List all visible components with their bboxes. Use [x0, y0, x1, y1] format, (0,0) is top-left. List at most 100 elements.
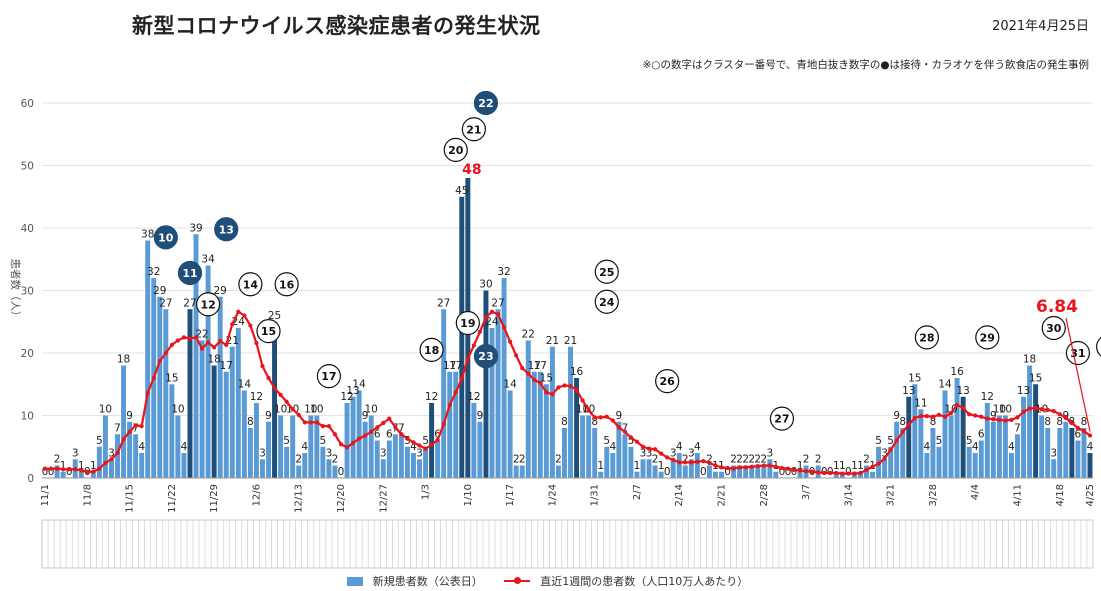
line-point	[363, 433, 368, 438]
bar	[169, 384, 175, 478]
bar	[900, 428, 906, 478]
line-point	[942, 414, 948, 419]
bar-value-label: 9	[477, 410, 484, 422]
cluster-circle	[594, 289, 619, 314]
bar-value-label: 1	[60, 460, 67, 472]
line-point	[447, 402, 452, 407]
bar-value-label: 5	[422, 435, 429, 447]
x-tick-label: 4/25	[1085, 484, 1096, 506]
line-point	[514, 353, 519, 358]
bar-value-label: 4	[1008, 441, 1015, 453]
bar-value-label: 17	[220, 360, 233, 372]
bar	[555, 465, 561, 478]
bar	[743, 465, 749, 478]
bar-value-label: 21	[564, 335, 577, 347]
bar-value-label: 13	[902, 385, 915, 397]
line-point	[381, 420, 386, 426]
bar	[519, 465, 525, 478]
bar-value-label: 5	[966, 435, 973, 447]
bar-value-label: 2	[682, 454, 689, 466]
line-point	[1021, 409, 1026, 414]
cluster-number: 15	[261, 325, 276, 338]
bar	[157, 296, 163, 478]
bar	[235, 328, 241, 478]
x-tick-label: 1/24	[547, 484, 558, 506]
line-point	[91, 469, 96, 474]
bar-value-label: 1	[839, 460, 846, 472]
legend-bar-label: 新規患者数（公表日）	[372, 575, 483, 588]
bar	[102, 415, 108, 478]
bar-value-label: 6	[374, 429, 381, 441]
line-point	[1009, 417, 1014, 422]
bar	[918, 409, 924, 478]
final-value-label: 6.84	[1036, 297, 1078, 317]
bar	[459, 196, 465, 478]
line-point	[272, 385, 277, 391]
bar	[930, 428, 936, 478]
bar-value-label: 6	[978, 429, 985, 441]
line-point	[199, 346, 205, 351]
legend-item-line: 直近1週間の患者数（人口10万人あたり）	[504, 574, 754, 588]
line-point	[834, 470, 839, 476]
bar-value-label: 14	[503, 379, 517, 391]
bar	[259, 459, 265, 478]
x-tick-label: 12/27	[378, 484, 389, 513]
line-point	[652, 447, 658, 452]
cluster-circle	[274, 272, 299, 297]
bar	[924, 453, 930, 478]
line-point	[97, 466, 102, 471]
bar-value-label: 2	[736, 454, 743, 466]
bar-value-label: 22	[522, 329, 535, 341]
bar	[580, 415, 586, 478]
cluster-number: 20	[448, 144, 464, 157]
line-point	[441, 422, 446, 427]
bar-value-label: 10	[365, 404, 378, 416]
line-point	[816, 470, 821, 475]
cluster-circle	[238, 272, 263, 297]
cluster-circle	[214, 217, 239, 242]
bar-value-label: 8	[1056, 416, 1063, 428]
bar	[314, 415, 320, 478]
bar-value-label: 5	[887, 435, 894, 447]
bar	[906, 396, 912, 478]
legend-bar-swatch	[346, 576, 363, 586]
line-point	[254, 340, 259, 346]
cluster-number: 22	[478, 97, 493, 110]
line-point	[242, 313, 247, 318]
bar-value-label: 9	[990, 410, 997, 422]
line-point	[399, 432, 404, 437]
line-point	[175, 338, 181, 343]
bar-value-label: 30	[479, 279, 492, 291]
cluster-circle	[443, 137, 468, 162]
bar-value-label: 4	[676, 441, 683, 453]
line-point	[755, 464, 760, 469]
bar	[574, 378, 580, 478]
x-axis: 11/1 11/8 11/15 11/22 11/29 12/6 12/13 12/20 12/…	[40, 477, 1096, 569]
bar-value-label: 8	[1044, 416, 1051, 428]
bar	[404, 446, 410, 478]
cluster-circle	[655, 369, 680, 394]
bar	[410, 453, 416, 478]
bar-value-label: 18	[1023, 354, 1036, 366]
bar	[531, 371, 537, 478]
bar-value-label: 3	[380, 447, 387, 459]
line-point	[876, 461, 881, 466]
line-point	[483, 315, 489, 320]
bar	[332, 465, 338, 478]
line-point	[1057, 412, 1062, 417]
line-point	[791, 467, 797, 472]
bar-value-label: 12	[340, 391, 353, 403]
x-tick-label: 3/7	[801, 484, 812, 500]
bar-value-label: 0	[664, 466, 671, 478]
bar-value-label: 24	[485, 316, 499, 328]
bar-value-label: 5	[96, 435, 103, 447]
x-tick-label: 12/6	[251, 484, 262, 506]
bar-value-label: 8	[591, 416, 598, 428]
line-point	[133, 423, 138, 428]
bar-value-label: 16	[950, 366, 964, 378]
bar-value-label: 32	[147, 266, 160, 278]
bar-value-label: 5	[936, 435, 943, 447]
line-point	[1039, 407, 1044, 412]
bar	[628, 446, 634, 478]
y-tick-label: 30	[21, 286, 34, 298]
